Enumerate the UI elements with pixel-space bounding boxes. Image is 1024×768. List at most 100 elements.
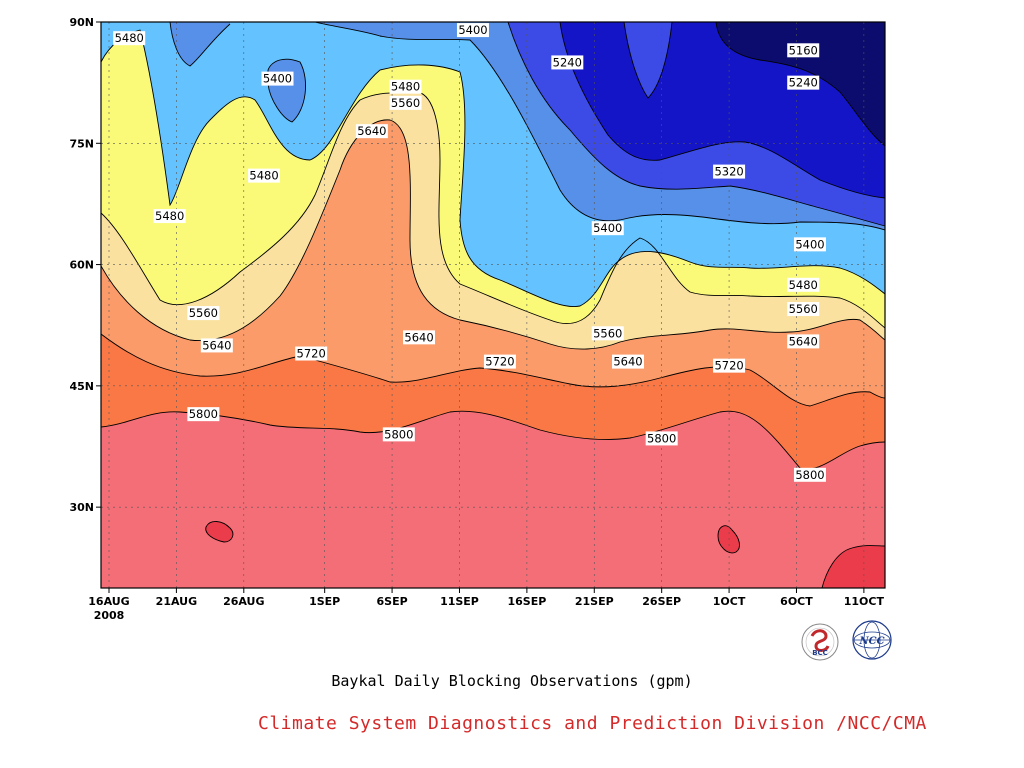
x-tick-label: 11SEP xyxy=(440,595,479,608)
logo-group: BCC NCC xyxy=(801,620,892,661)
contour-label: 5240 xyxy=(787,75,820,90)
svg-text:5160: 5160 xyxy=(789,43,818,57)
contour-line-5880-a xyxy=(205,521,234,543)
contour-label: 5400 xyxy=(793,237,826,252)
plot-frame xyxy=(100,21,886,589)
contour-line-5560 xyxy=(101,91,885,329)
y-tick-label: 60N xyxy=(69,259,94,272)
svg-text:5560: 5560 xyxy=(789,302,818,316)
credit-line: Climate System Diagnostics and Predictio… xyxy=(258,713,927,734)
contour-label: 5720 xyxy=(713,358,746,373)
x-tick-label: 6SEP xyxy=(377,595,408,608)
svg-text:5480: 5480 xyxy=(789,278,818,292)
contour-line-5160 xyxy=(715,22,885,147)
bcc-logo: BCC xyxy=(801,623,839,661)
contour-line-5400-b xyxy=(267,58,306,123)
svg-text:5480: 5480 xyxy=(155,209,184,223)
svg-text:5720: 5720 xyxy=(297,347,326,361)
x-tick-label: 21AUG xyxy=(156,595,197,608)
x-tick-label: 6OCT xyxy=(780,595,813,608)
band-above-5880-a xyxy=(205,521,233,542)
contour-line-5320 xyxy=(507,22,885,227)
svg-text:5560: 5560 xyxy=(391,96,420,110)
svg-text:BCC: BCC xyxy=(812,649,828,657)
svg-text:5240: 5240 xyxy=(789,76,818,90)
contour-label: 5720 xyxy=(295,346,328,361)
contour-line-5240 xyxy=(559,22,885,199)
contour-label-layer: 5480 5400 5400 5480 5560 5640 5480 5480 5240 5160… xyxy=(113,23,826,482)
x-tick-label: 26AUG xyxy=(223,595,264,608)
contour-line-5480 xyxy=(101,29,885,308)
contour-label: 5480 xyxy=(389,79,422,94)
contour-label: 5480 xyxy=(787,277,820,292)
contour-label: 5320 xyxy=(713,164,746,179)
contour-label: 5560 xyxy=(591,326,624,341)
svg-text:5400: 5400 xyxy=(458,23,487,37)
contour-label: 5800 xyxy=(793,467,826,482)
contour-label: 5160 xyxy=(787,43,820,58)
contour-label: 5480 xyxy=(113,31,146,46)
contour-label: 5640 xyxy=(355,124,388,138)
contour-label: 5480 xyxy=(248,168,281,183)
contour-label: 5400 xyxy=(591,221,624,236)
chart-caption: Baykal Daily Blocking Observations (gpm) xyxy=(331,672,693,690)
svg-text:5480: 5480 xyxy=(115,31,144,45)
svg-text:5720: 5720 xyxy=(485,355,514,369)
contour-label: 5240 xyxy=(551,55,584,70)
x-tick-label: 16AUG xyxy=(88,595,129,608)
contour-label: 5640 xyxy=(403,330,436,345)
y-tick-label: 45N xyxy=(69,380,94,393)
contour-label: 5560 xyxy=(389,95,422,110)
ncc-logo: NCC xyxy=(852,620,892,660)
y-axis: 30N 45N 60N 75N 90N xyxy=(69,16,101,514)
contour-label: 5640 xyxy=(200,338,233,353)
svg-text:5400: 5400 xyxy=(795,237,824,251)
svg-text:5400: 5400 xyxy=(593,221,622,235)
contour-label: 5800 xyxy=(645,431,678,446)
contour-line-5400-a xyxy=(169,22,231,67)
svg-text:5640: 5640 xyxy=(789,334,818,348)
x-tick-label: 1OCT xyxy=(713,595,746,608)
y-tick-label: 90N xyxy=(69,16,94,29)
svg-text:5800: 5800 xyxy=(384,427,413,441)
svg-text:5720: 5720 xyxy=(714,359,743,373)
svg-text:5640: 5640 xyxy=(613,355,642,369)
contour-label: 5560 xyxy=(787,302,820,317)
contour-line-5720 xyxy=(101,333,885,407)
contour-line-5640 xyxy=(101,119,885,350)
svg-text:5480: 5480 xyxy=(391,80,420,94)
contour-label: 5400 xyxy=(261,71,294,86)
contour-label: 5640 xyxy=(611,354,644,369)
contour-fill-layer xyxy=(101,22,885,588)
band-below-5160 xyxy=(716,22,885,146)
x-tick-label: 11OCT xyxy=(844,595,885,608)
svg-text:5320: 5320 xyxy=(714,165,743,179)
svg-text:5560: 5560 xyxy=(189,306,218,320)
contour-line-5880-c xyxy=(821,545,885,588)
svg-text:5560: 5560 xyxy=(593,326,622,340)
svg-text:5640: 5640 xyxy=(357,124,386,138)
svg-text:5800: 5800 xyxy=(795,468,824,482)
svg-text:5800: 5800 xyxy=(647,431,676,445)
contour-label: 5720 xyxy=(483,354,516,369)
svg-text:5400: 5400 xyxy=(263,72,292,86)
contour-label: 5480 xyxy=(153,209,186,224)
x-tick-label: 26SEP xyxy=(642,595,681,608)
svg-text:5240: 5240 xyxy=(553,55,582,69)
svg-text:5640: 5640 xyxy=(404,330,433,344)
contour-label: 5400 xyxy=(456,23,489,38)
y-tick-label: 30N xyxy=(69,501,94,514)
contour-label: 5800 xyxy=(382,427,415,442)
contour-line-5880-b xyxy=(717,525,740,554)
svg-text:5480: 5480 xyxy=(249,169,278,183)
band-above-5880-c xyxy=(822,545,885,588)
contour-label: 5800 xyxy=(187,407,220,422)
x-tick-label: 1SEP xyxy=(309,595,340,608)
x-tick-label: 16SEP xyxy=(507,595,546,608)
contour-label: 5640 xyxy=(787,334,820,349)
svg-text:5800: 5800 xyxy=(189,407,218,421)
svg-text:5640: 5640 xyxy=(202,338,231,352)
contour-line-5240-lobe xyxy=(623,22,673,99)
